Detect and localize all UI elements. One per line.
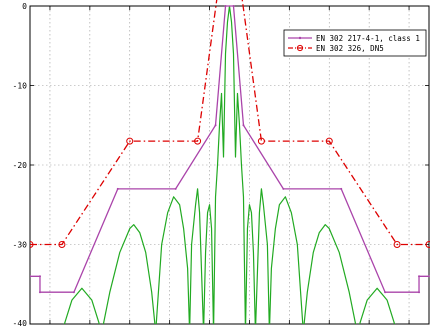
series-marker-point xyxy=(340,187,343,190)
legend: EN 302 217-4-1, class 1EN 302 326, DN5 xyxy=(283,29,427,57)
series-marker-circle xyxy=(257,137,265,145)
series-marker-point xyxy=(38,275,41,278)
series-marker-circle xyxy=(325,137,333,145)
series-marker-point xyxy=(232,5,235,7)
y-tick-label: -40 xyxy=(13,319,28,328)
series-marker-point xyxy=(174,187,177,190)
series-line-en-302-326 xyxy=(30,0,429,246)
y-tick-label: -30 xyxy=(13,241,28,250)
series-marker-circle xyxy=(58,241,66,248)
y-tick-label: 0 xyxy=(22,2,27,11)
series-marker-circle xyxy=(393,241,401,248)
y-tick-label: -10 xyxy=(13,82,28,91)
axis-ticks: 0 -10 -20 -30 -40 xyxy=(13,2,429,328)
series-marker-circle xyxy=(30,241,34,248)
series-marker-point xyxy=(224,5,227,7)
series-marker-point xyxy=(72,291,75,294)
legend-box xyxy=(283,29,427,57)
grid xyxy=(30,6,429,324)
series-marker-point xyxy=(418,291,421,294)
series-line-en-302-217 xyxy=(30,5,429,293)
series-marker-point xyxy=(214,124,217,127)
series-layer xyxy=(30,0,430,324)
legend-swatch-marker xyxy=(298,36,302,40)
series-marker-point xyxy=(242,124,245,127)
series-marker-circle xyxy=(425,241,430,248)
series-marker-point xyxy=(116,187,119,190)
series-marker-circle xyxy=(194,137,202,145)
series-marker-circle xyxy=(126,137,134,145)
legend-label: EN 302 326, DN5 xyxy=(316,44,384,53)
legend-label: EN 302 217-4-1, class 1 xyxy=(316,34,420,43)
y-tick-label: -20 xyxy=(13,161,28,170)
series-marker-point xyxy=(38,291,41,294)
legend-swatch-marker xyxy=(296,44,304,52)
series-marker-point xyxy=(282,187,285,190)
series-marker-point xyxy=(30,275,31,278)
series-marker-point xyxy=(418,275,421,278)
series-marker-point xyxy=(384,291,387,294)
